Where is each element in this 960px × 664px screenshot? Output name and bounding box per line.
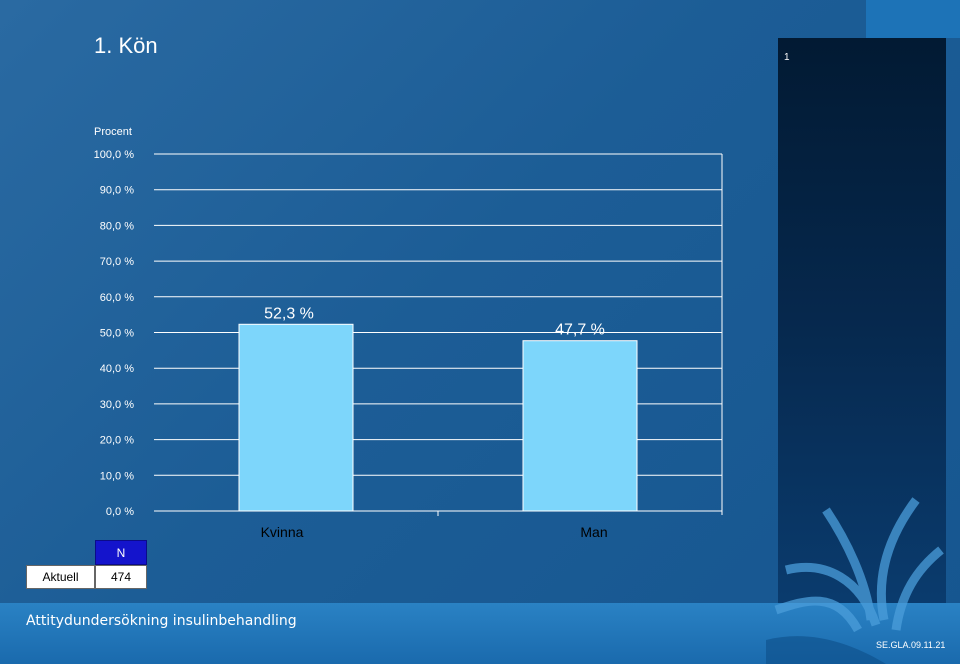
y-tick-label: 70,0 %	[100, 256, 134, 268]
n-header: N	[95, 540, 147, 565]
data-label: 47,7 %	[555, 322, 605, 339]
n-row-label: Aktuell	[26, 565, 95, 589]
y-axis-label: Procent	[94, 126, 132, 138]
y-tick-label: 10,0 %	[100, 470, 134, 482]
y-tick-label: 60,0 %	[100, 292, 134, 304]
y-tick-label: 80,0 %	[100, 220, 134, 232]
y-tick-label: 40,0 %	[100, 363, 134, 375]
y-tick-label: 20,0 %	[100, 435, 134, 447]
footer-text: Attitydundersökning insulinbehandling	[26, 613, 297, 629]
y-tick-label: 90,0 %	[100, 185, 134, 197]
n-value: 474	[95, 565, 147, 589]
y-tick-label: 30,0 %	[100, 399, 134, 411]
y-tick-label: 100,0 %	[94, 149, 135, 161]
x-tick-label: Kvinna	[261, 524, 304, 540]
decorative-leaf-graphic	[766, 497, 944, 664]
slide-number-mark: 1	[784, 52, 790, 63]
slide-title: 1. Kön	[94, 33, 158, 58]
corner-strip	[866, 0, 960, 38]
footer-code: SE.GLA.09.11.21	[876, 640, 946, 650]
x-tick-label: Man	[580, 524, 607, 540]
bar	[238, 323, 354, 512]
bar	[522, 340, 638, 512]
y-tick-label: 0,0 %	[106, 506, 134, 518]
y-tick-label: 50,0 %	[100, 328, 134, 340]
side-panel	[778, 38, 946, 658]
data-label: 52,3 %	[264, 305, 314, 322]
